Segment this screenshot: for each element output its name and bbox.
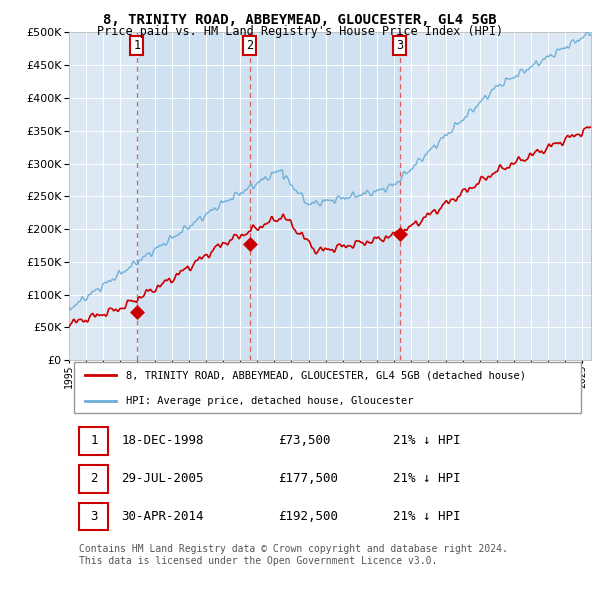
Text: 1: 1 (90, 434, 98, 447)
Text: £192,500: £192,500 (278, 510, 338, 523)
Text: Price paid vs. HM Land Registry's House Price Index (HPI): Price paid vs. HM Land Registry's House … (97, 25, 503, 38)
Text: 2: 2 (247, 39, 253, 52)
Text: 21% ↓ HPI: 21% ↓ HPI (392, 510, 460, 523)
Text: 21% ↓ HPI: 21% ↓ HPI (392, 472, 460, 485)
FancyBboxPatch shape (79, 427, 108, 455)
Text: 18-DEC-1998: 18-DEC-1998 (121, 434, 204, 447)
Text: 8, TRINITY ROAD, ABBEYMEAD, GLOUCESTER, GL4 5GB (detached house): 8, TRINITY ROAD, ABBEYMEAD, GLOUCESTER, … (127, 370, 526, 380)
Text: Contains HM Land Registry data © Crown copyright and database right 2024.
This d: Contains HM Land Registry data © Crown c… (79, 544, 508, 566)
Text: £177,500: £177,500 (278, 472, 338, 485)
Text: 2: 2 (90, 472, 98, 485)
FancyBboxPatch shape (79, 503, 108, 530)
Text: 3: 3 (90, 510, 98, 523)
FancyBboxPatch shape (79, 465, 108, 493)
Text: HPI: Average price, detached house, Gloucester: HPI: Average price, detached house, Glou… (127, 396, 414, 406)
Text: 1: 1 (133, 39, 140, 52)
Text: 21% ↓ HPI: 21% ↓ HPI (392, 434, 460, 447)
Text: 3: 3 (396, 39, 403, 52)
Text: 30-APR-2014: 30-APR-2014 (121, 510, 204, 523)
Bar (137, 32, 400, 360)
Text: 29-JUL-2005: 29-JUL-2005 (121, 472, 204, 485)
FancyBboxPatch shape (74, 362, 581, 414)
Text: £73,500: £73,500 (278, 434, 331, 447)
Text: 8, TRINITY ROAD, ABBEYMEAD, GLOUCESTER, GL4 5GB: 8, TRINITY ROAD, ABBEYMEAD, GLOUCESTER, … (103, 13, 497, 27)
